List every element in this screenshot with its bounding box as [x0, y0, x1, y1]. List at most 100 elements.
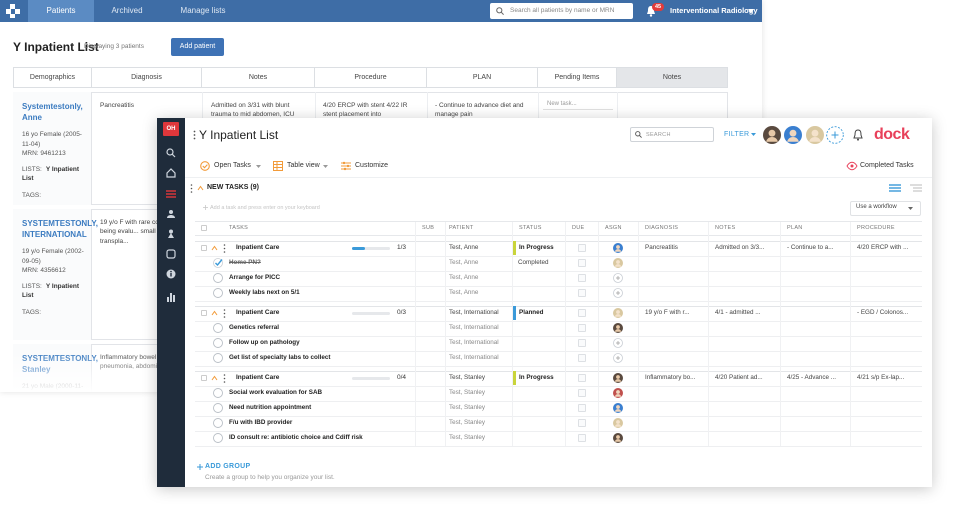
due-date[interactable]	[578, 354, 586, 362]
table-view-icon[interactable]	[273, 161, 283, 171]
task-checkbox[interactable]	[213, 353, 223, 363]
due-date[interactable]	[578, 244, 586, 252]
avatar[interactable]	[613, 418, 623, 428]
avatar[interactable]	[806, 126, 824, 144]
due-date[interactable]	[578, 434, 586, 442]
task-checkbox[interactable]	[213, 273, 223, 283]
task-name[interactable]: Need nutrition appointment	[229, 404, 312, 412]
patient-name[interactable]: SYSTEMTESTONLY, INTERNATIONAL	[22, 219, 99, 240]
avatar[interactable]	[613, 403, 623, 413]
due-date[interactable]	[578, 324, 586, 332]
due-date[interactable]	[578, 289, 586, 297]
task-name[interactable]: Arrange for PICC	[229, 274, 281, 282]
avatar[interactable]	[613, 243, 623, 253]
nav-tab[interactable]: Archived	[111, 6, 143, 15]
sidebar-icon[interactable]	[166, 292, 176, 302]
task-checkbox[interactable]	[213, 403, 223, 413]
assign-button[interactable]	[613, 288, 623, 298]
due-date[interactable]	[578, 259, 586, 267]
due-date[interactable]	[578, 274, 586, 282]
sidebar-icon[interactable]	[166, 168, 176, 178]
assign-button[interactable]	[613, 338, 623, 348]
open-tasks[interactable]: Open Tasks	[214, 161, 251, 169]
group-menu[interactable]	[223, 243, 226, 253]
group-caret[interactable]	[211, 245, 218, 251]
customize-icon[interactable]	[341, 161, 351, 171]
patient-name[interactable]: Systemtestonly, Anne	[22, 102, 83, 123]
task-name[interactable]: Follow up on pathology	[229, 339, 300, 347]
section-caret[interactable]	[197, 185, 204, 191]
nav-tab[interactable]: Patients	[28, 0, 94, 22]
group-caret[interactable]	[211, 310, 218, 316]
due-date[interactable]	[578, 374, 586, 382]
sidebar-badge[interactable]: OH	[163, 122, 179, 136]
task-checkbox[interactable]	[213, 338, 223, 348]
group-checkbox[interactable]	[201, 245, 207, 251]
due-date[interactable]	[578, 309, 586, 317]
pending-task-input[interactable]: New task...	[543, 98, 613, 110]
group-checkbox[interactable]	[201, 310, 207, 316]
department[interactable]: Interventional Radiology	[670, 6, 758, 16]
avatar[interactable]	[763, 126, 781, 144]
nav-tab[interactable]: Manage lists	[180, 6, 226, 15]
group-caret[interactable]	[211, 375, 218, 381]
task-name[interactable]: Genetics referral	[229, 324, 280, 332]
add-group[interactable]: ADD GROUP	[205, 462, 251, 470]
assign-button[interactable]	[613, 353, 623, 363]
due-date[interactable]	[578, 404, 586, 412]
sidebar-icon[interactable]	[166, 189, 176, 199]
group-name[interactable]: Inpatient Care	[236, 373, 280, 381]
search-box[interactable]	[490, 3, 633, 19]
due-date[interactable]	[578, 389, 586, 397]
task-check[interactable]	[213, 258, 223, 268]
group-menu[interactable]	[223, 308, 226, 318]
open-tasks-icon[interactable]	[200, 161, 210, 171]
title-menu[interactable]	[193, 130, 196, 140]
customize[interactable]: Customize	[355, 161, 389, 169]
bell-icon[interactable]	[853, 129, 863, 141]
task-name[interactable]: ID consult re: antibiotic choice and Cdi…	[229, 434, 363, 442]
add-group-plus[interactable]	[197, 464, 203, 470]
avatar[interactable]	[613, 388, 623, 398]
avatar[interactable]	[613, 323, 623, 333]
header-checkbox[interactable]	[201, 225, 207, 231]
completed-icon[interactable]	[846, 161, 858, 171]
group-name[interactable]: Inpatient Care	[236, 243, 280, 251]
sidebar-icon[interactable]	[166, 229, 176, 239]
task-checkbox[interactable]	[213, 323, 223, 333]
task-checkbox[interactable]	[213, 388, 223, 398]
search-box[interactable]	[630, 127, 714, 142]
due-date[interactable]	[578, 419, 586, 427]
group-menu[interactable]	[223, 373, 226, 383]
add-task-input[interactable]: Add a task and press enter on your keybo…	[210, 204, 320, 211]
list-view-icon[interactable]	[889, 184, 901, 192]
task-name[interactable]: Home PN?	[229, 259, 261, 267]
task-checkbox[interactable]	[213, 418, 223, 428]
add-member[interactable]	[826, 126, 844, 144]
sidebar-icon[interactable]	[166, 209, 176, 219]
filter-button[interactable]: FILTER	[724, 130, 750, 138]
avatar[interactable]	[613, 308, 623, 318]
avatar[interactable]	[613, 433, 623, 443]
sidebar-icon[interactable]	[166, 148, 176, 158]
section-menu[interactable]	[190, 184, 193, 193]
group-checkbox[interactable]	[201, 375, 207, 381]
sidebar-icon[interactable]	[166, 269, 176, 279]
avatar[interactable]	[613, 373, 623, 383]
avatar[interactable]	[784, 126, 802, 144]
table-view[interactable]: Table view	[287, 161, 320, 169]
avatar[interactable]	[613, 258, 623, 268]
task-name[interactable]: F/u with IBD provider	[229, 419, 293, 427]
due-date[interactable]	[578, 339, 586, 347]
task-name[interactable]: Weekly labs next on 5/1	[229, 289, 300, 297]
assign-button[interactable]	[613, 273, 623, 283]
add-patient-button[interactable]: Add patient	[171, 38, 224, 56]
task-checkbox[interactable]	[213, 288, 223, 298]
sidebar-icon[interactable]	[166, 249, 176, 259]
compact-view-icon[interactable]	[910, 184, 922, 192]
completed-tasks[interactable]: Completed Tasks	[860, 161, 914, 169]
group-name[interactable]: Inpatient Care	[236, 308, 280, 316]
task-checkbox[interactable]	[213, 433, 223, 443]
workflow-dropdown[interactable]	[850, 201, 921, 216]
task-name[interactable]: Get list of specialty labs to collect	[229, 354, 331, 362]
